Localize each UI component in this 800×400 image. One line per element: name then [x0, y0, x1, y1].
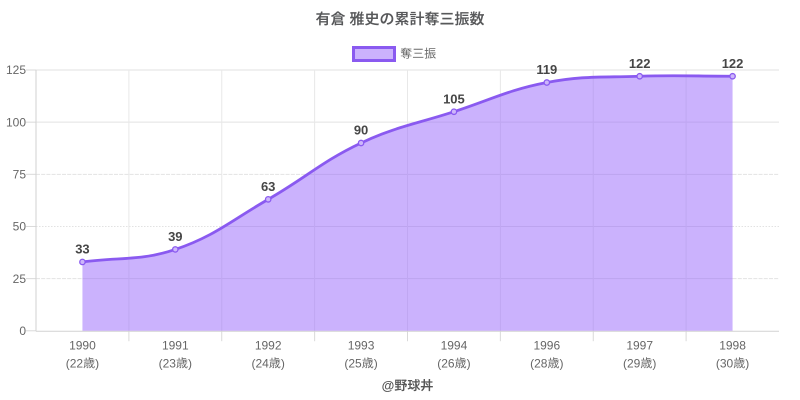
- svg-text:(28: (28: [530, 356, 548, 370]
- svg-text:0: 0: [19, 324, 26, 338]
- svg-text:39: 39: [168, 229, 182, 244]
- svg-text:): ): [95, 356, 99, 370]
- svg-text:1992: 1992: [255, 338, 282, 352]
- svg-text:(29: (29: [623, 356, 641, 370]
- svg-text:119: 119: [536, 62, 557, 77]
- svg-text:): ): [188, 356, 192, 370]
- svg-text:): ): [652, 356, 656, 370]
- svg-text:(24: (24: [252, 356, 270, 370]
- svg-text:75: 75: [13, 168, 27, 182]
- svg-text:25: 25: [13, 272, 27, 286]
- svg-text:): ): [374, 356, 378, 370]
- svg-text:1996: 1996: [533, 338, 560, 352]
- svg-text:63: 63: [261, 179, 275, 194]
- svg-text:122: 122: [629, 56, 651, 71]
- svg-text:): ): [467, 356, 471, 370]
- svg-text:): ): [745, 356, 749, 370]
- svg-text:): ): [559, 356, 563, 370]
- svg-text:(22: (22: [66, 356, 84, 370]
- svg-text:1994: 1994: [441, 338, 468, 352]
- svg-text:1997: 1997: [626, 338, 653, 352]
- svg-text:): ): [281, 356, 285, 370]
- svg-text:1991: 1991: [162, 338, 189, 352]
- svg-text:33: 33: [75, 242, 89, 257]
- svg-text:(23: (23: [159, 356, 177, 370]
- svg-text:1993: 1993: [348, 338, 375, 352]
- svg-text:90: 90: [354, 123, 368, 138]
- svg-text:(26: (26: [437, 356, 455, 370]
- svg-text:(25: (25: [344, 356, 362, 370]
- svg-text:1990: 1990: [69, 338, 96, 352]
- svg-text:105: 105: [443, 91, 465, 106]
- svg-text:1998: 1998: [719, 338, 746, 352]
- svg-text:@: @: [382, 378, 395, 393]
- svg-text:122: 122: [722, 56, 744, 71]
- svg-text:100: 100: [6, 115, 26, 129]
- svg-text:125: 125: [6, 63, 26, 77]
- svg-text:(30: (30: [716, 356, 734, 370]
- svg-text:50: 50: [13, 220, 27, 234]
